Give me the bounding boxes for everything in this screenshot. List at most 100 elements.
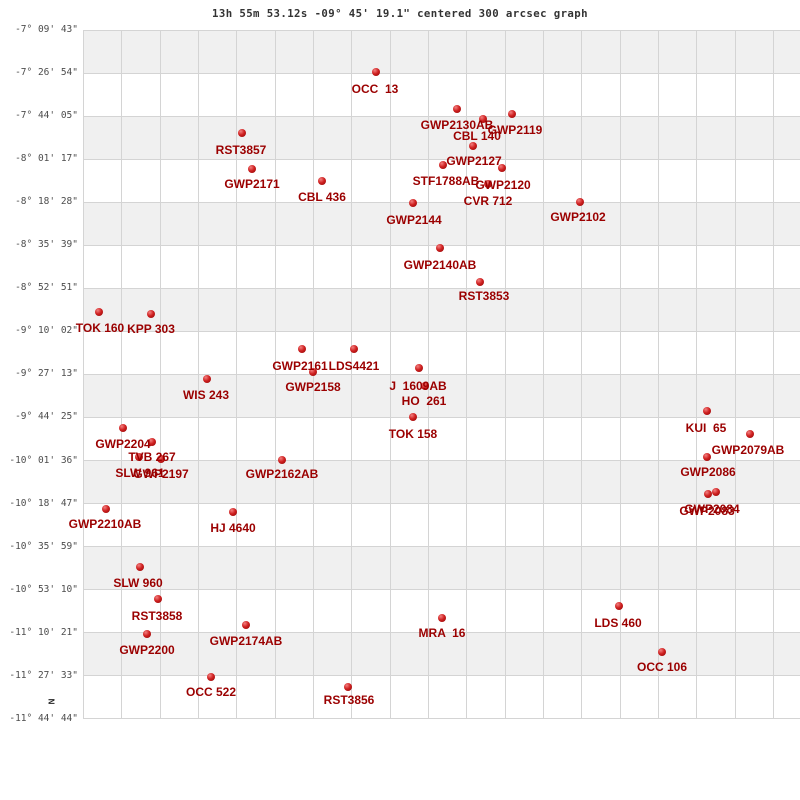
grid-line-vertical bbox=[389, 29, 391, 719]
star-point bbox=[309, 368, 317, 376]
star-label: OCC 13 bbox=[351, 82, 399, 96]
star-point bbox=[439, 161, 447, 169]
grid-line-vertical bbox=[427, 29, 429, 719]
star-point bbox=[229, 508, 237, 516]
star-label: GWP2174AB bbox=[209, 634, 283, 648]
y-axis-tick-label: -7° 44' 05" bbox=[15, 110, 78, 122]
grid-line-vertical bbox=[504, 29, 506, 719]
star-label: MRA 16 bbox=[418, 626, 466, 640]
star-point bbox=[479, 115, 487, 123]
y-axis-tick-label: -8° 35' 39" bbox=[15, 239, 78, 251]
star-label: KPP 303 bbox=[127, 322, 175, 336]
star-point bbox=[436, 244, 444, 252]
star-label: CBL 140 bbox=[453, 129, 501, 143]
star-point bbox=[203, 375, 211, 383]
star-label: TOK 158 bbox=[388, 427, 438, 441]
star-label: GWP2083 bbox=[679, 504, 735, 518]
y-axis-tick-label: -8° 52' 51" bbox=[15, 282, 78, 294]
grid-line-vertical bbox=[619, 29, 621, 719]
grid-line-vertical bbox=[772, 29, 774, 719]
grid-line-vertical bbox=[734, 29, 736, 719]
row-band bbox=[83, 29, 800, 73]
star-point bbox=[421, 382, 429, 390]
star-label: GWP2084 bbox=[684, 502, 740, 516]
star-point bbox=[712, 488, 720, 496]
grid-line-horizontal bbox=[83, 416, 800, 418]
grid-line-horizontal bbox=[83, 287, 800, 289]
star-label: GWP2119 bbox=[487, 123, 543, 137]
star-point bbox=[703, 407, 711, 415]
row-band bbox=[83, 201, 800, 245]
star-label: SLW 960 bbox=[113, 576, 163, 590]
star-point bbox=[372, 68, 380, 76]
star-label: WIS 243 bbox=[182, 388, 230, 402]
y-axis-tick-label: -8° 01' 17" bbox=[15, 153, 78, 165]
star-label: GWP2197 bbox=[133, 467, 189, 481]
row-band bbox=[83, 373, 800, 417]
star-label: GWP2140AB bbox=[403, 258, 477, 272]
grid-line-vertical bbox=[581, 29, 583, 719]
grid-line-horizontal bbox=[83, 201, 800, 203]
star-label: GWP2130AB bbox=[420, 118, 494, 132]
grid-line-horizontal bbox=[83, 632, 800, 634]
star-point bbox=[157, 455, 165, 463]
north-indicator: N bbox=[46, 698, 56, 705]
star-point bbox=[119, 424, 127, 432]
y-axis-tick-label: -9° 10' 02" bbox=[15, 325, 78, 337]
star-point bbox=[102, 505, 110, 513]
star-label: GWP2102 bbox=[550, 210, 606, 224]
grid-line-horizontal bbox=[83, 330, 800, 332]
row-band bbox=[83, 546, 800, 590]
y-axis-tick-label: -10° 01' 36" bbox=[9, 454, 78, 466]
star-point bbox=[498, 164, 506, 172]
star-label: LDS4421 bbox=[328, 359, 380, 373]
star-label: RST3856 bbox=[323, 693, 375, 707]
row-band bbox=[83, 287, 800, 331]
grid-line-vertical bbox=[466, 29, 468, 719]
star-label: HO 261 bbox=[401, 394, 447, 408]
grid-line-vertical bbox=[274, 29, 276, 719]
y-axis-tick-label: -10° 53' 10" bbox=[9, 583, 78, 595]
star-label: CBL 436 bbox=[298, 190, 346, 204]
star-label: STF1788AB bbox=[412, 174, 480, 188]
star-label: HJ 4640 bbox=[210, 521, 256, 535]
y-axis-tick-label: -9° 44' 25" bbox=[15, 411, 78, 423]
grid-line-horizontal bbox=[83, 158, 800, 160]
star-point bbox=[476, 278, 484, 286]
star-point bbox=[469, 142, 477, 150]
star-point bbox=[207, 673, 215, 681]
star-point bbox=[136, 563, 144, 571]
grid-line-vertical bbox=[351, 29, 353, 719]
star-point bbox=[746, 430, 754, 438]
grid-line-vertical bbox=[83, 29, 84, 719]
star-label: RST3853 bbox=[458, 289, 510, 303]
grid-line-horizontal bbox=[83, 72, 800, 74]
star-label: OCC 106 bbox=[636, 660, 688, 674]
star-point bbox=[658, 648, 666, 656]
star-point bbox=[438, 614, 446, 622]
star-point bbox=[350, 345, 358, 353]
star-point bbox=[576, 198, 584, 206]
star-label: KUI 65 bbox=[685, 421, 727, 435]
y-axis-tick-label: -7° 09' 43" bbox=[15, 24, 78, 35]
y-axis-tick-label: -11° 44' 44" bbox=[9, 712, 78, 724]
y-axis-tick-label: -11° 10' 21" bbox=[9, 626, 78, 638]
star-point bbox=[154, 595, 162, 603]
star-label: GWP2086 bbox=[680, 465, 736, 479]
star-label: GWP2200 bbox=[119, 643, 175, 657]
star-label: RST3857 bbox=[215, 143, 267, 157]
star-label: GWP2171 bbox=[224, 177, 280, 191]
row-band bbox=[83, 460, 800, 504]
star-label: GWP2144 bbox=[386, 213, 442, 227]
grid-line-horizontal bbox=[83, 460, 800, 461]
star-point bbox=[143, 630, 151, 638]
star-label: TOK 160 bbox=[75, 321, 125, 335]
star-label: GWP2162AB bbox=[245, 467, 319, 481]
star-label: GWP2210AB bbox=[68, 517, 142, 531]
star-label: GWP2204 bbox=[95, 437, 151, 451]
grid-line-horizontal bbox=[83, 675, 800, 677]
star-point bbox=[147, 310, 155, 318]
grid-line-vertical bbox=[121, 29, 123, 719]
star-label: CVR 712 bbox=[463, 194, 513, 208]
